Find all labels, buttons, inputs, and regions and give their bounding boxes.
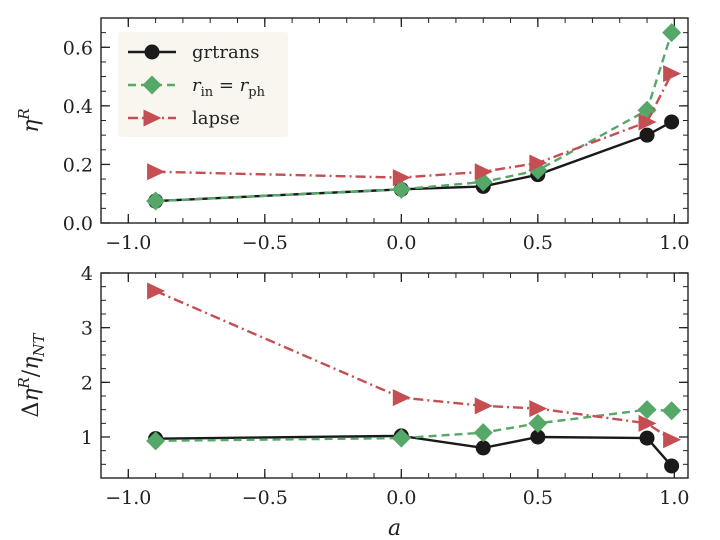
data-point — [639, 430, 655, 446]
legend-entry-1: rin = rph — [192, 75, 266, 100]
data-point — [529, 400, 548, 418]
x-axis-label: a — [388, 516, 401, 540]
data-point — [530, 429, 546, 445]
legend-entry-0: grtrans — [192, 42, 260, 63]
data-point — [664, 114, 680, 130]
x-tick-label: 0.5 — [523, 232, 553, 254]
x-tick-label: −1.0 — [105, 487, 151, 509]
series-line-1 — [155, 32, 673, 203]
data-point — [475, 440, 491, 456]
data-point — [391, 428, 411, 448]
legend-marker — [143, 109, 162, 127]
data-point — [528, 413, 548, 433]
x-tick-label: −1.0 — [105, 232, 151, 254]
legend-marker — [142, 75, 162, 95]
axes-frame — [100, 272, 689, 479]
bottom-panel: −1.0 −0.5 0.0 0.5 1.0 1 2 3 4 ΔηR/ηNT a — [15, 263, 689, 540]
data-point — [664, 458, 680, 474]
y-tick-label: 4 — [81, 263, 93, 285]
y-tick-label: 3 — [81, 318, 93, 340]
data-point — [392, 389, 411, 407]
data-point — [474, 397, 493, 415]
x-tick-label: 1.0 — [659, 232, 689, 254]
data-point — [146, 431, 166, 451]
y-tick-label: 0.4 — [63, 96, 93, 118]
x-tick-label: 0.5 — [523, 487, 553, 509]
data-point — [663, 431, 682, 449]
data-point — [638, 113, 657, 131]
legend-marker — [144, 44, 160, 60]
series-line-2 — [155, 289, 673, 441]
data-point — [529, 154, 548, 172]
y-tick-label: 0.6 — [63, 37, 93, 59]
data-point — [639, 127, 655, 143]
data-point — [663, 65, 682, 83]
data-point — [473, 423, 493, 443]
data-point — [638, 414, 657, 432]
legend-entry-2: lapse — [192, 108, 240, 129]
legend-box — [118, 32, 288, 137]
x-tick-label: 0.0 — [386, 487, 416, 509]
data-point — [146, 191, 166, 211]
data-point — [637, 400, 657, 420]
y-axis-label: ηR — [15, 108, 44, 132]
y-tick-label: 2 — [81, 372, 93, 394]
data-point — [392, 169, 411, 187]
x-tick-label: 0.0 — [386, 232, 416, 254]
series-line-0 — [155, 434, 673, 467]
data-point — [147, 282, 166, 300]
data-point — [662, 401, 682, 421]
top-panel: −1.0 −0.5 0.0 0.5 1.0 0.0 0.2 0.4 0.6 ηR grtrans ri… — [15, 17, 689, 254]
y-tick-label: 0.2 — [63, 154, 93, 176]
x-tick-label: −0.5 — [242, 487, 288, 509]
data-point — [662, 23, 682, 43]
data-point — [147, 163, 166, 181]
legend: grtrans rin = rph lapse — [118, 32, 288, 137]
series-line-2 — [155, 73, 673, 179]
y-tick-label: 0.0 — [63, 213, 93, 235]
series-line-1 — [155, 408, 672, 443]
data-point — [474, 163, 493, 181]
y-tick-label: 1 — [81, 427, 93, 449]
data-point — [391, 179, 411, 199]
x-tick-label: 1.0 — [659, 487, 689, 509]
x-tick-label: −0.5 — [242, 232, 288, 254]
y-axis-label: ΔηR/ηNT — [15, 332, 48, 417]
